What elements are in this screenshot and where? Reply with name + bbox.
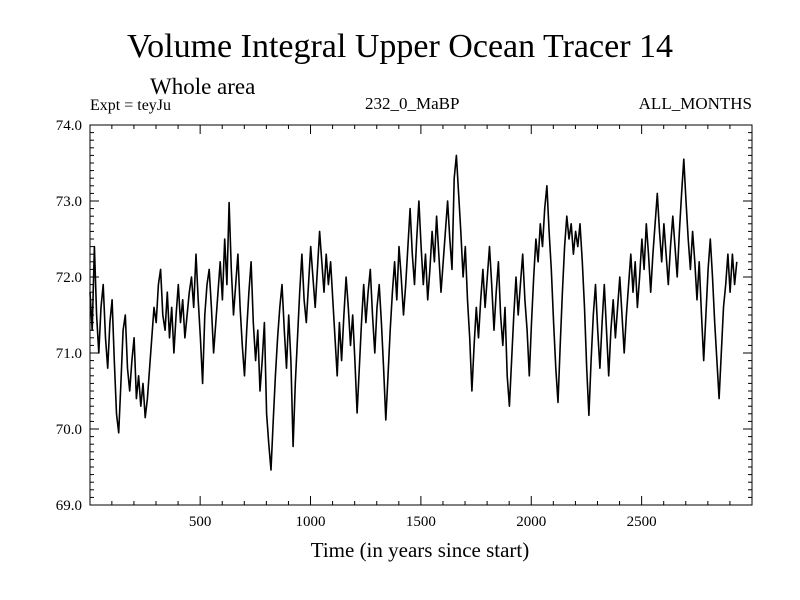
x-tick-label: 1500 bbox=[406, 514, 436, 530]
x-tick-label: 500 bbox=[189, 514, 212, 530]
y-tick-label: 73.0 bbox=[56, 194, 82, 210]
x-axis-label: Time (in years since start) bbox=[310, 538, 530, 562]
y-tick-label: 71.0 bbox=[56, 346, 82, 362]
x-tick-label: 2500 bbox=[627, 514, 657, 530]
x-tick-label: 2000 bbox=[516, 514, 546, 530]
chart-subtitle: Whole area bbox=[150, 74, 256, 99]
y-tick-label: 72.0 bbox=[56, 270, 82, 286]
y-tick-label: 74.0 bbox=[56, 118, 82, 134]
series-line bbox=[89, 154, 738, 471]
run-id-label: 232_0_MaBP bbox=[365, 94, 460, 113]
chart-title: Volume Integral Upper Ocean Tracer 14 bbox=[126, 28, 674, 65]
plot-frame bbox=[89, 124, 753, 506]
y-tick-label: 69.0 bbox=[56, 498, 82, 514]
months-label: ALL_MONTHS bbox=[638, 94, 752, 113]
experiment-label: Expt = teyJu bbox=[90, 97, 172, 114]
x-tick-label: 1000 bbox=[296, 514, 326, 530]
y-tick-label: 70.0 bbox=[56, 422, 82, 438]
